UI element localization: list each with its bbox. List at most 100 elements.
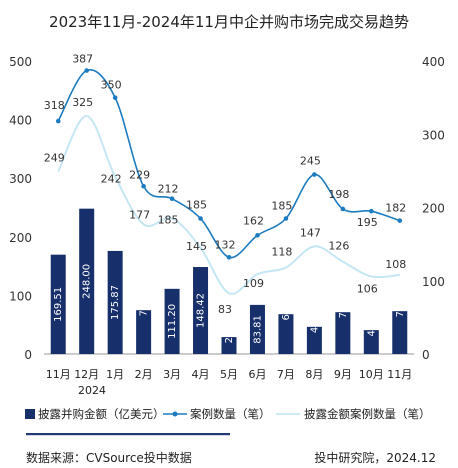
x-tick-label: 1月	[106, 368, 124, 381]
x-tick-label: 8月	[305, 368, 323, 381]
line-value-label: 387	[72, 53, 93, 66]
line-point	[169, 196, 175, 202]
line-point	[84, 68, 89, 73]
left-tick-label: 300	[9, 172, 32, 186]
x-tick-label: 7月	[277, 368, 295, 381]
bar-value-label: 175.87	[110, 285, 121, 320]
line-value-label: 198	[328, 188, 349, 201]
x-tick-label: 11月	[387, 368, 412, 381]
x-tick-label: 3月	[163, 368, 181, 381]
line-value-label: 229	[129, 168, 150, 181]
bar-value-label: 40.72	[366, 308, 377, 337]
line-point	[141, 183, 146, 189]
line-value-label: 249	[44, 152, 65, 165]
right-tick-label: 100	[422, 275, 445, 289]
line-point	[198, 216, 203, 221]
right-axis: 0 100 200 300 400	[422, 55, 445, 362]
bar	[79, 208, 95, 354]
line-value-label: 318	[44, 99, 65, 112]
legend-case-label: 案例数量（笔）	[190, 407, 271, 421]
line-value-label: 325	[72, 96, 93, 109]
bar-value-label: 111.20	[167, 304, 178, 339]
left-axis: 0 100 200 300 400 500	[9, 55, 32, 362]
line-value-label: 182	[385, 202, 406, 215]
bar-value-label: 67.94	[281, 292, 292, 321]
bar	[193, 267, 209, 354]
x-tick-label: 12月	[74, 368, 99, 381]
bar-value-label: 28.87	[224, 315, 235, 344]
bar	[278, 314, 294, 354]
bar	[221, 337, 237, 354]
bar	[136, 310, 152, 354]
series-line-2	[57, 114, 400, 295]
line-point	[369, 208, 374, 214]
line-point	[397, 218, 403, 223]
legend-case-marker	[172, 411, 178, 417]
line-value-label: 177	[129, 208, 150, 221]
left-tick-label: 100	[9, 289, 32, 303]
footer-rule	[26, 433, 230, 436]
line-value-label: 185	[158, 213, 179, 226]
bar-value-label: 83.81	[252, 315, 263, 344]
line-point	[255, 233, 260, 238]
credit-note: 投中研究院，2024.12	[314, 450, 436, 465]
line-point	[55, 118, 61, 124]
left-tick-label: 400	[9, 114, 32, 128]
line-value-label: 108	[385, 258, 406, 271]
line-value-label: 106	[357, 282, 378, 295]
line-value-label: 132	[215, 238, 236, 251]
legend-bar-label: 披露并购金额（亿美元）	[38, 407, 165, 421]
line-point	[340, 206, 346, 212]
left-tick-label: 0	[24, 348, 32, 362]
bar-value-label: 248.00	[82, 264, 93, 299]
x-tick-label: 5月	[220, 368, 238, 381]
line-value-label: 185	[186, 198, 207, 211]
line-value-label: 126	[328, 240, 349, 253]
line-point	[312, 172, 317, 177]
line-value-label: 162	[243, 214, 264, 227]
line-value-label: 109	[243, 277, 264, 290]
right-tick-label: 200	[422, 202, 445, 216]
right-tick-label: 0	[422, 348, 430, 362]
right-tick-label: 400	[422, 55, 445, 69]
bar-value-label: 74.79	[139, 288, 150, 317]
line-value-label: 350	[101, 79, 122, 92]
bar-value-label: 73.10	[395, 289, 406, 318]
bar	[335, 312, 351, 354]
left-tick-label: 500	[9, 55, 32, 69]
bar-value-label: 71.34	[338, 290, 349, 319]
x-tick-label: 6月	[248, 368, 266, 381]
line-value-label: 145	[186, 240, 207, 253]
line-series: 249 325 242 177 185 145 83 109 118 147 126 106 108 31…	[44, 53, 407, 317]
legend-disclosed-label: 披露金额案例数量（笔）	[304, 407, 431, 421]
bar	[363, 330, 379, 354]
line-point	[283, 216, 289, 221]
legend: 披露并购金额（亿美元） 案例数量（笔） 披露金额案例数量（笔）	[25, 407, 431, 421]
bar-value-label: 148.42	[196, 293, 207, 328]
chart-title: 2023年11月-2024年11月中企并购市场完成交易趋势	[49, 13, 409, 31]
line-value-label: 212	[158, 183, 179, 196]
x-tick-label: 9月	[334, 368, 352, 381]
bar-series: 169.51 248.00 175.87 74.79 111.20 148.42 28.87…	[50, 208, 408, 354]
line-value-label: 147	[300, 226, 321, 239]
bar	[249, 304, 265, 354]
bar	[164, 288, 180, 354]
line-point	[226, 255, 232, 260]
x-tick-label: 2月	[135, 368, 153, 381]
bar	[107, 250, 123, 354]
line-point	[112, 95, 118, 100]
legend-bar-swatch	[25, 409, 35, 419]
bar-value-label: 46.36	[309, 305, 320, 334]
x-axis: 11月 12月 1月 2月 3月 4月 5月 6月 7月 8月 9月 10月 11月	[46, 368, 413, 381]
line-value-label: 83	[218, 303, 232, 316]
x-tick-label: 11月	[46, 368, 71, 381]
bar	[50, 254, 66, 354]
source-note: 数据来源：CVSource投中数据	[26, 450, 192, 465]
year-label: 2024	[78, 384, 106, 397]
line-value-label: 185	[271, 199, 292, 212]
bar	[392, 311, 408, 354]
line-value-label: 242	[101, 173, 122, 186]
line-value-label: 118	[271, 246, 292, 259]
right-tick-label: 300	[422, 128, 445, 142]
